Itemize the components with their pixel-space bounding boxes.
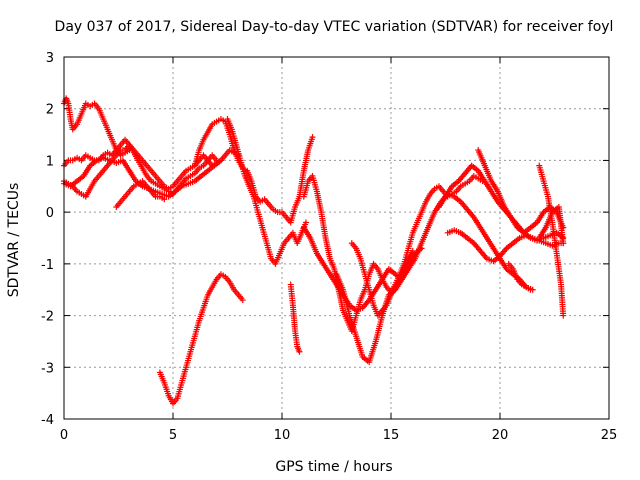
data-point [302, 219, 309, 226]
data-point [560, 312, 567, 319]
y-axis-label: SDTVAR / TECUs [6, 183, 22, 298]
y-tick-label: -3 [41, 361, 54, 376]
plot-frame [63, 56, 610, 420]
chart-title: Day 037 of 2017, Sidereal Day-to-day VTE… [55, 19, 614, 35]
data-point [309, 134, 316, 141]
y-tick-label: 3 [46, 51, 54, 66]
x-tick-label: 5 [169, 428, 177, 443]
data-point [239, 297, 246, 304]
y-tick-label: -1 [41, 258, 54, 273]
data-point [296, 348, 303, 355]
data-points [61, 95, 567, 407]
x-tick-label: 15 [383, 428, 400, 443]
grid [64, 57, 609, 419]
x-tick-label: 25 [601, 428, 618, 443]
data-point [217, 157, 224, 164]
x-tick-label: 20 [492, 428, 509, 443]
x-axis-label: GPS time / hours [275, 459, 392, 475]
data-point [418, 245, 425, 252]
data-point [161, 196, 168, 203]
y-tick-label: 2 [46, 103, 54, 118]
y-tick-label: -4 [41, 413, 54, 428]
data-point [409, 247, 416, 254]
y-tick-label: 0 [46, 206, 54, 221]
axis-ticks: 0 5 10 15 20 25 -4 -3 -2 -1 0 1 2 3 [41, 51, 617, 443]
y-tick-label: 1 [46, 154, 54, 169]
y-tick-label: -2 [41, 310, 54, 325]
data-point [560, 240, 567, 247]
data-point [527, 286, 534, 293]
x-tick-label: 0 [60, 428, 68, 443]
x-tick-label: 10 [274, 428, 291, 443]
